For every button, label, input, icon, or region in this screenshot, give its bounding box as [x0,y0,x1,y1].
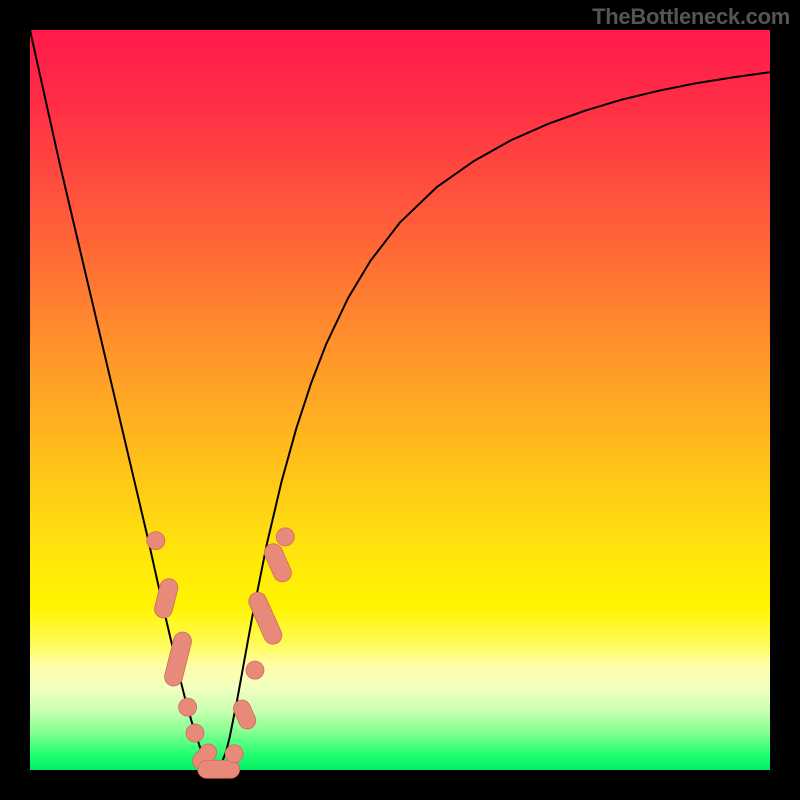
bottleneck-chart [0,0,800,800]
image-root: TheBottleneck.com [0,0,800,800]
marker-dot [246,661,264,679]
marker-dot [225,745,243,763]
marker-dot [179,698,197,716]
gradient-background [30,30,770,770]
marker-dot [276,528,294,546]
marker-dot [186,724,204,742]
watermark-text: TheBottleneck.com [592,4,790,30]
marker-dot [147,532,165,550]
